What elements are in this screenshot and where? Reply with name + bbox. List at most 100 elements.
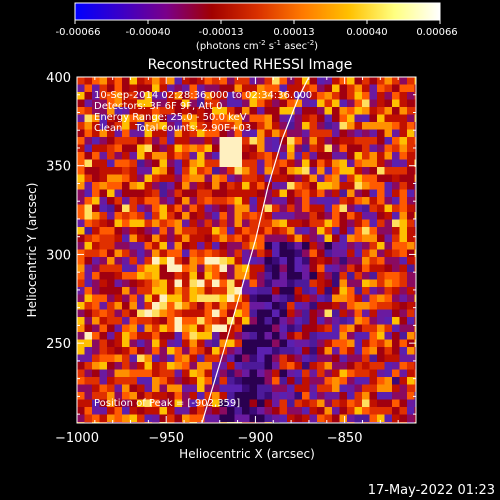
plot-frame [76, 76, 417, 424]
image-pixel [339, 197, 348, 205]
image-pixel [332, 399, 340, 408]
image-pixel [257, 287, 265, 295]
image-pixel [392, 159, 400, 168]
image-pixel [377, 384, 385, 393]
image-pixel [212, 242, 220, 250]
image-pixel [212, 407, 220, 415]
image-pixel [249, 197, 258, 205]
image-pixel [257, 174, 265, 183]
image-pixel [182, 407, 190, 415]
image-pixel [279, 99, 288, 108]
image-pixel [407, 152, 415, 160]
image-pixel [182, 107, 190, 115]
image-pixel [234, 317, 243, 325]
image-pixel [317, 279, 325, 288]
image-pixel [362, 302, 370, 310]
image-pixel [122, 144, 130, 153]
image-pixel [414, 317, 416, 325]
image-pixel [77, 414, 85, 423]
image-pixel [309, 302, 318, 310]
image-pixel [159, 377, 168, 385]
image-pixel [212, 152, 220, 160]
image-pixel [362, 219, 370, 228]
image-pixel [414, 84, 416, 93]
image-pixel [272, 347, 280, 355]
image-pixel [422, 407, 430, 415]
image-pixel [324, 77, 333, 85]
image-pixel [84, 317, 93, 325]
image-pixel [129, 309, 138, 318]
image-pixel [99, 122, 108, 130]
image-pixel [317, 399, 325, 408]
image-pixel [384, 392, 393, 400]
image-pixel [84, 99, 93, 108]
image-pixel [384, 77, 393, 85]
image-pixel [159, 257, 168, 265]
image-pixel [137, 174, 145, 183]
image-pixel [287, 122, 295, 130]
image-pixel [317, 114, 325, 123]
image-pixel [197, 84, 205, 93]
image-pixel [362, 249, 370, 258]
image-pixel [249, 279, 258, 288]
image-pixel [212, 264, 220, 273]
image-pixel [377, 137, 385, 145]
image-pixel [114, 272, 123, 280]
image-pixel [204, 377, 213, 385]
image-pixel [257, 369, 265, 378]
image-pixel [129, 242, 138, 250]
image-pixel [144, 77, 153, 85]
image-pixel [264, 219, 273, 228]
image-pixel [279, 384, 288, 393]
image-pixel [122, 204, 130, 213]
image-pixel [204, 152, 213, 160]
image-pixel [107, 392, 115, 400]
image-pixel [167, 77, 175, 85]
image-pixel [362, 204, 370, 213]
image-pixel [302, 99, 310, 108]
image-pixel [369, 219, 378, 228]
image-pixel [219, 212, 228, 220]
image-pixel [84, 294, 93, 303]
image-pixel [212, 204, 220, 213]
image-pixel [84, 92, 93, 100]
image-pixel [227, 399, 235, 408]
image-pixel [114, 92, 123, 100]
image-pixel [159, 302, 168, 310]
image-pixel [339, 212, 348, 220]
image-pixel [159, 77, 168, 85]
image-pixel [384, 339, 393, 348]
image-pixel [242, 182, 250, 190]
image-pixel [84, 114, 93, 123]
image-pixel [287, 332, 295, 340]
plot-title: Reconstructed RHESSI Image [148, 57, 353, 73]
image-pixel [107, 92, 115, 100]
image-pixel [384, 84, 393, 93]
image-pixel [257, 279, 265, 288]
image-pixel [212, 309, 220, 318]
image-pixel [249, 332, 258, 340]
image-pixel [317, 77, 325, 85]
image-pixel [182, 279, 190, 288]
image-pixel [182, 152, 190, 160]
image-pixel [122, 302, 130, 310]
image-pixel [407, 384, 415, 393]
image-pixel [107, 369, 115, 378]
image-pixel [392, 362, 400, 370]
image-pixel [99, 204, 108, 213]
image-pixel [369, 234, 378, 243]
image-pixel [272, 264, 280, 273]
image-pixel [212, 339, 220, 348]
image-pixel [392, 399, 400, 408]
image-pixel [279, 339, 288, 348]
image-pixel [114, 167, 123, 175]
image-pixel [362, 272, 370, 280]
image-pixel [317, 339, 325, 348]
image-pixel [159, 242, 168, 250]
image-pixel [280, 430, 288, 438]
image-pixel [369, 114, 378, 123]
image-pixel [279, 227, 288, 235]
image-pixel [129, 392, 138, 400]
image-pixel [144, 129, 153, 138]
image-pixel [197, 287, 205, 295]
